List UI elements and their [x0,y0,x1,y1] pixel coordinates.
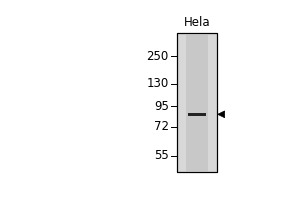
Text: 130: 130 [147,77,169,90]
Bar [177,33,217,172]
Text: 95: 95 [154,100,169,113]
Text: 72: 72 [154,120,169,133]
Text: 250: 250 [147,50,169,63]
Bar [188,113,206,116]
Bar [177,33,217,172]
Bar [186,33,208,172]
Text: Hela: Hela [184,16,210,29]
Polygon shape [218,111,225,118]
Text: 55: 55 [154,149,169,162]
